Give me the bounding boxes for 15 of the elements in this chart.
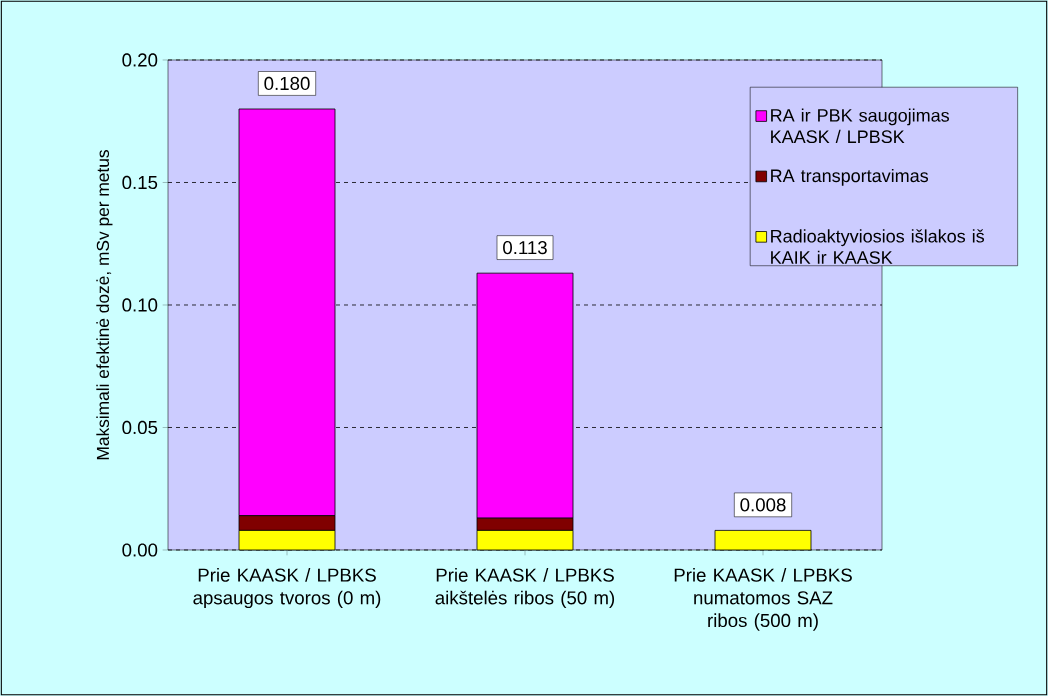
y-tick-label: 0.00 — [122, 543, 158, 557]
legend-label: Radioaktyviosios išlakos iš KAIK ir KAASK — [771, 229, 985, 264]
total-label: 0.113 — [503, 240, 547, 255]
legend-label: RA ir PBK saugojimas KAASK / LPBSK — [771, 108, 950, 144]
total-label: 0.008 — [740, 498, 786, 512]
x-tick-label: Prie KAASK / LPBKS apsaugos tvoros (0 m) — [193, 568, 381, 609]
x-tick-label: Prie KAASK / LPBKS numatomos SAZ ribos (500 m) — [674, 568, 852, 631]
y-tick-label: 0.15 — [122, 175, 158, 190]
legend-label: RA transportavimas — [771, 168, 929, 186]
x-tick-label: Prie KAASK / LPBKS aikštelės ribos (50 m) — [435, 568, 615, 609]
y-axis-title: Maksimali efektinė dozė, mSv per metus — [96, 150, 113, 460]
total-label: 0.180 — [264, 76, 310, 91]
y-tick-label: 0.10 — [122, 298, 158, 312]
y-tick-label: 0.20 — [122, 53, 158, 67]
y-tick-label: 0.05 — [122, 420, 158, 435]
